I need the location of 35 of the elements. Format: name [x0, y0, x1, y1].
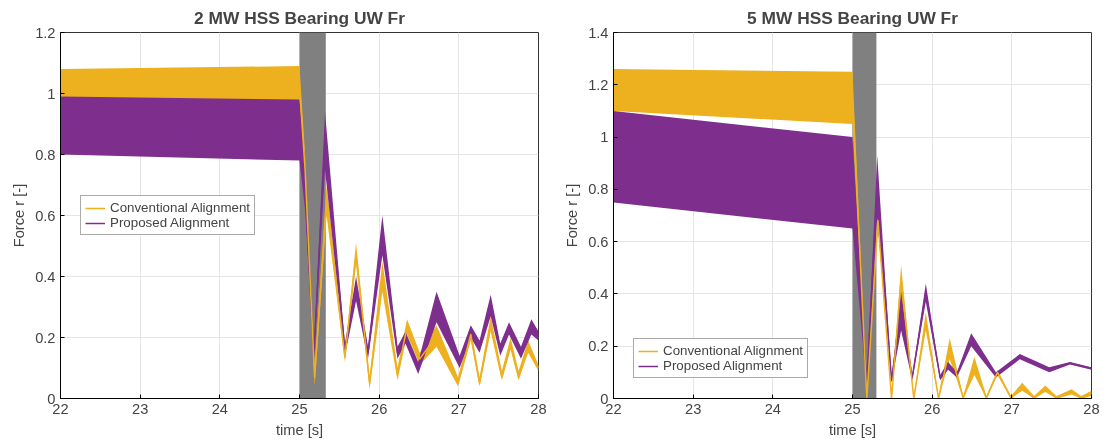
x-tick-label: 24 — [764, 400, 781, 417]
y-tick-label: 0.8 — [35, 146, 56, 163]
y-axis-title: Force r [-] — [564, 183, 581, 248]
x-tick-label: 25 — [844, 400, 861, 417]
y-tick-label: 0.6 — [588, 233, 609, 250]
x-tick-label: 23 — [132, 400, 149, 417]
x-tick-label: 28 — [1083, 400, 1100, 417]
x-tick-label: 27 — [1003, 400, 1020, 417]
y-tick-label: 0.6 — [35, 207, 56, 224]
chart-title: 5 MW HSS Bearing UW Fr — [747, 7, 959, 28]
y-tick-label: 1.4 — [588, 24, 609, 41]
x-tick-label: 28 — [530, 400, 547, 417]
legend-label: Conventional Alignment — [110, 200, 251, 215]
y-tick-label: 0.2 — [35, 329, 56, 346]
legend-label: Conventional Alignment — [663, 343, 804, 358]
x-tick-label: 26 — [924, 400, 941, 417]
y-tick-label: 0.8 — [588, 181, 609, 198]
x-tick-label: 26 — [371, 400, 388, 417]
x-tick-label: 27 — [450, 400, 467, 417]
y-tick-label: 0.4 — [588, 285, 609, 302]
y-axis-title: Force r [-] — [11, 183, 28, 248]
x-tick-label: 25 — [291, 400, 308, 417]
legend-label: Proposed Alignment — [110, 215, 230, 230]
x-tick-label: 24 — [211, 400, 228, 417]
legend-label: Proposed Alignment — [663, 358, 783, 373]
chart-title: 2 MW HSS Bearing UW Fr — [194, 7, 406, 28]
y-tick-label: 0.2 — [588, 338, 609, 355]
y-tick-label: 0.4 — [35, 268, 56, 285]
y-tick-label: 1 — [600, 129, 609, 146]
x-axis-title: time [s] — [828, 421, 877, 438]
y-tick-label: 1.2 — [35, 24, 56, 41]
x-axis-title: time [s] — [275, 421, 324, 438]
x-tick-label: 23 — [685, 400, 702, 417]
y-tick-label: 1.2 — [588, 76, 609, 93]
y-tick-label: 1 — [47, 85, 56, 102]
